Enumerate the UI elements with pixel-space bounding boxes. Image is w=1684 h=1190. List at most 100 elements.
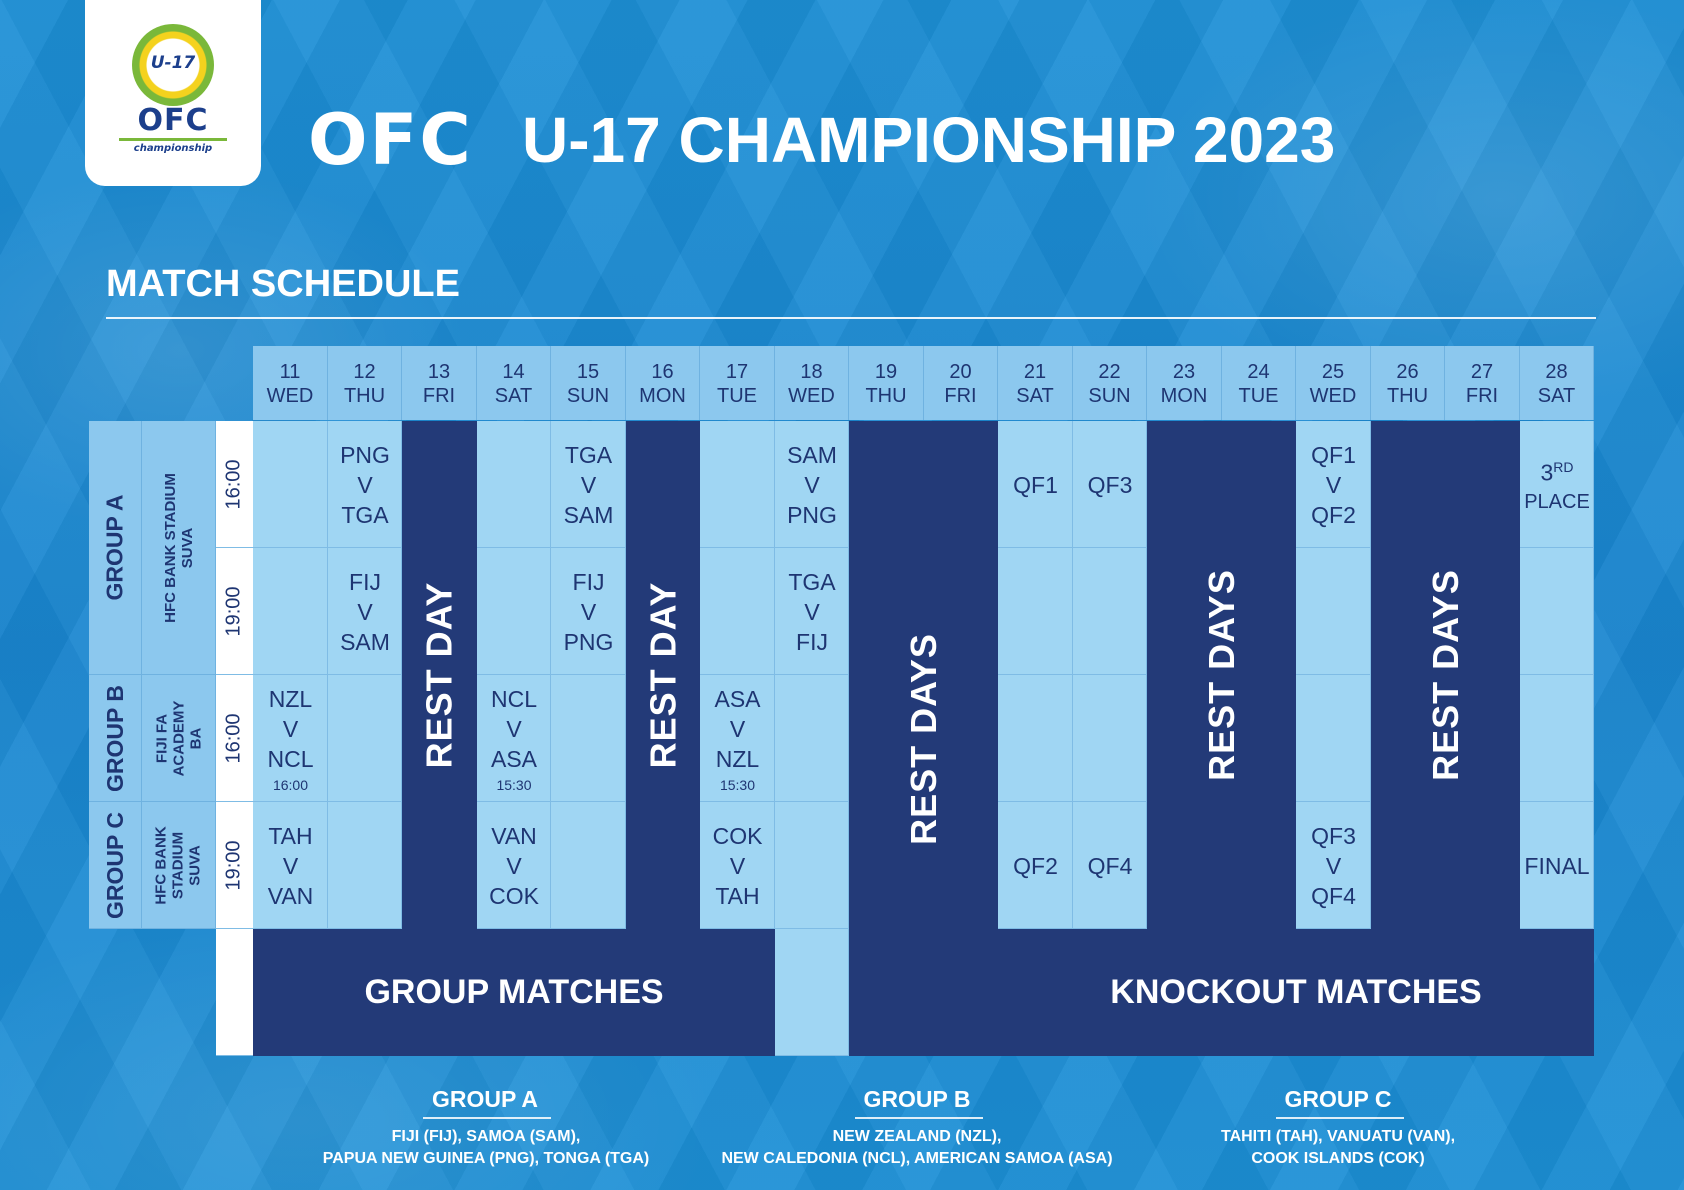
match-qf4: QF4 (1073, 802, 1147, 929)
schedule-cell (1073, 802, 1147, 929)
schedule-cell (1073, 421, 1147, 548)
schedule-cell (551, 548, 626, 675)
schedule-cell (775, 675, 849, 802)
title-brand: OFC (308, 99, 473, 181)
match-qf2-text: QF2 (1013, 852, 1058, 879)
schedule-cell (775, 802, 849, 929)
match-team: TGA (564, 441, 613, 468)
day-date: 17 (725, 361, 749, 383)
kickoff-time: 19:00 (216, 802, 253, 929)
match-final: FINAL (1520, 802, 1594, 929)
match-team: V (357, 471, 373, 498)
match-qf2: QF2 (998, 802, 1073, 929)
schedule-cell (328, 802, 402, 929)
third-place-label: 3RD (1540, 452, 1573, 488)
day-name: SUN (1088, 385, 1131, 407)
match-team: SAM (340, 628, 390, 655)
schedule-cell (1296, 675, 1371, 802)
match-team: SAM (787, 441, 837, 468)
match-team: PNG (563, 628, 614, 655)
match-team: TAH (715, 882, 760, 909)
match-tga-fij: TGA V FIJ (775, 548, 849, 675)
legend-group-a-line2: PAPUA NEW GUINEA (PNG), TONGA (TGA) (322, 1150, 650, 1167)
day-name: THU (865, 385, 907, 407)
section-title: MATCH SCHEDULE (106, 263, 460, 305)
kickoff-time-text: 16:00 (223, 458, 245, 510)
match-kickoff: 15:30 (719, 776, 756, 793)
day-date: 19 (874, 361, 898, 383)
schedule-cell (477, 548, 551, 675)
day-date: 21 (1023, 361, 1047, 383)
schedule-cell (253, 548, 328, 675)
third-num: 3 (1540, 459, 1554, 486)
day-header: 17 TUE (700, 346, 775, 420)
match-ncl-asa: NCL V ASA 15:30 (477, 675, 551, 802)
legend-group-a-line1: FIJI (FIJ), SAMOA (SAM), (391, 1128, 581, 1145)
day-date: 13 (427, 361, 451, 383)
match-qf1-text: QF1 (1013, 471, 1058, 498)
schedule-cell (700, 675, 775, 802)
day-header: 12 THU (328, 346, 402, 420)
match-qf1: QF1 (998, 421, 1073, 548)
day-header: 22 SUN (1073, 346, 1147, 420)
rest-days-23-24: REST DAYS (1147, 421, 1296, 929)
day-name: SAT (1016, 385, 1054, 407)
kickoff-time: 16:00 (216, 675, 253, 802)
day-name: THU (1386, 385, 1429, 407)
schedule-cell (775, 421, 849, 548)
day-name: TUE (717, 385, 757, 407)
schedule-cell (1073, 548, 1147, 675)
schedule-cell (1296, 548, 1371, 675)
day-header: 20 FRI (924, 346, 998, 420)
kickoff-time-text: 16:00 (223, 712, 245, 764)
match-team: V (282, 715, 299, 742)
legend-group-b-title: GROUP B (863, 1086, 971, 1112)
day-header: 24 TUE (1222, 346, 1296, 420)
match-png-tga: PNG V TGA (328, 421, 402, 548)
day-name: FRI (1465, 385, 1499, 407)
match-team: SAM (563, 501, 614, 528)
match-qf4-text: QF4 (1087, 852, 1133, 879)
legend-group-c-title: GROUP C (1284, 1086, 1392, 1112)
day-date: 16 (651, 361, 674, 383)
match-team: FIJ (572, 568, 605, 595)
group-c-label: GROUP C (89, 802, 142, 929)
match-team: V (282, 852, 299, 879)
match-third-place: 3RD PLACE (1520, 421, 1594, 548)
day-name: MON (639, 385, 686, 407)
schedule-cell (551, 421, 626, 548)
day-date: 27 (1470, 361, 1494, 383)
schedule-cell (328, 421, 402, 548)
match-kickoff: 15:30 (496, 776, 532, 793)
day-name: WED (788, 385, 835, 407)
match-final-text: FINAL (1524, 852, 1590, 879)
match-team: NCL (490, 685, 537, 712)
group-c-text: GROUP C (101, 811, 128, 919)
rest-days-19-20: REST DAYS (849, 421, 998, 1056)
match-team: FIJ (349, 568, 381, 595)
schedule-cell (998, 548, 1073, 675)
schedule-cell (700, 548, 775, 675)
match-team: QF2 (1311, 501, 1356, 528)
schedule-cell (1296, 802, 1371, 929)
legend-group-b-line2: NEW CALEDONIA (NCL), AMERICAN SAMOA (ASA… (721, 1150, 1113, 1167)
group-a-text: GROUP A (101, 494, 128, 601)
day-date: 14 (502, 361, 525, 383)
rest-day-13-text: REST DAY (418, 581, 460, 769)
match-cok-tah: COK V TAH (700, 802, 775, 929)
legend-group-a-underline (423, 1117, 551, 1119)
kickoff-time: 19:00 (216, 548, 253, 675)
match-tga-sam: TGA V SAM (551, 421, 626, 548)
match-team: ASA (714, 685, 761, 712)
schedule-cell (700, 421, 775, 548)
time-spacer (216, 929, 253, 1056)
page-title: U-17 CHAMPIONSHIP 2023 (522, 104, 1336, 176)
banner-gap-cell (775, 929, 849, 1056)
kickoff-time-text: 19:00 (223, 585, 245, 637)
match-team: QF4 (1311, 882, 1356, 909)
day-header: 26 THU (1371, 346, 1445, 420)
logo-badge-icon (132, 24, 214, 106)
match-team: QF1 (1311, 441, 1356, 468)
match-team: TGA (788, 568, 836, 595)
match-team: QF3 (1311, 822, 1356, 849)
